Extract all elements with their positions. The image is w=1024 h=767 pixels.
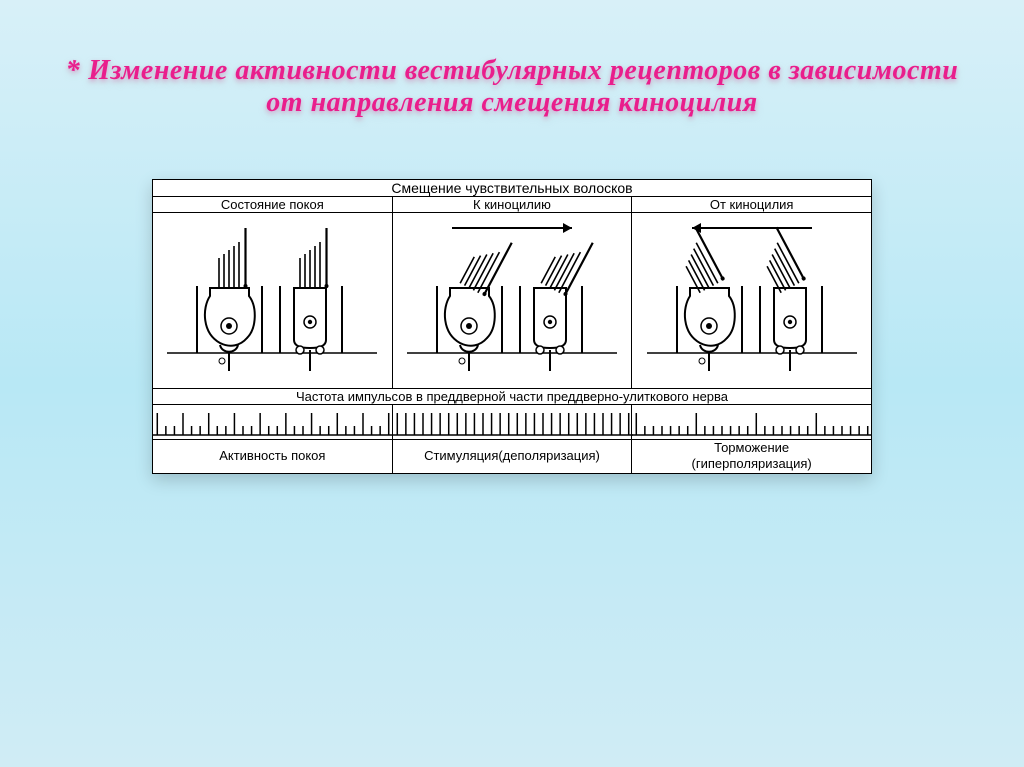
impulse-ticks-2 xyxy=(632,405,872,440)
arrow-right-icon xyxy=(447,219,577,237)
header-col-1: К киноцилию xyxy=(392,197,632,213)
impulse-ticks-1 xyxy=(392,405,632,440)
header-col-0: Состояние покоя xyxy=(153,197,393,213)
cell-drawing-1 xyxy=(392,213,632,389)
cell-drawing-0 xyxy=(153,213,393,389)
cell-drawing-2 xyxy=(632,213,872,389)
bottom-label-1: Стимуляция(деполяризация) xyxy=(392,440,632,474)
bottom-label-0: Активность покоя xyxy=(153,440,393,474)
impulse-label: Частота импульсов в преддверной части пр… xyxy=(153,389,872,405)
impulse-ticks-0 xyxy=(153,405,393,440)
bottom-label-2: Торможение (гиперполяризация) xyxy=(632,440,872,474)
header-main: Смещение чувствительных волосков xyxy=(153,180,872,197)
slide-title: *Изменение активности вестибулярных реце… xyxy=(50,55,974,119)
slide-title-text: Изменение активности вестибулярных рецеп… xyxy=(88,55,958,118)
slide-title-container: *Изменение активности вестибулярных реце… xyxy=(0,0,1024,139)
arrow-left-icon xyxy=(687,219,817,237)
title-asterisk: * xyxy=(66,55,81,86)
header-col-2: От киноцилия xyxy=(632,197,872,213)
diagram-table: Смещение чувствительных волосков Состоян… xyxy=(152,179,872,474)
vestibular-diagram-figure: Смещение чувствительных волосков Состоян… xyxy=(152,179,872,474)
